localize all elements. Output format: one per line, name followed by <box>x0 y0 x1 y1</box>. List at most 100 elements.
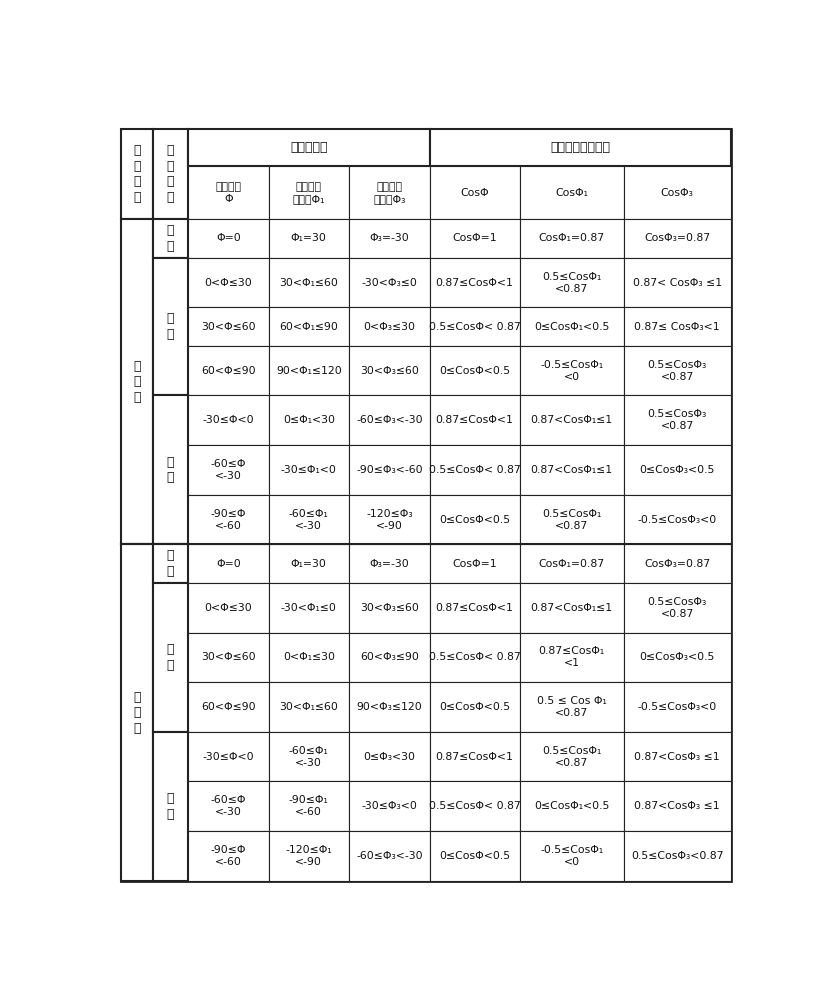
Text: -0.5≤CosΦ₃<0: -0.5≤CosΦ₃<0 <box>637 515 717 525</box>
Text: 0.5≤CosΦ₃
<0.87: 0.5≤CosΦ₃ <0.87 <box>647 409 707 431</box>
Text: 0.5≤CosΦ₃<0.87: 0.5≤CosΦ₃<0.87 <box>631 851 724 861</box>
Bar <box>349 544 430 583</box>
Bar <box>520 831 623 881</box>
Text: 功率因数（力率）: 功率因数（力率） <box>550 141 610 154</box>
Text: Φ₁=30: Φ₁=30 <box>291 233 327 243</box>
Bar <box>349 583 430 633</box>
Text: 0.87<CosΦ₃ ≤1: 0.87<CosΦ₃ ≤1 <box>634 801 720 811</box>
Text: -120≤Φ₃
<-90: -120≤Φ₃ <-90 <box>366 509 413 531</box>
Text: Φ=0: Φ=0 <box>216 233 241 243</box>
Text: 60<Φ≤90: 60<Φ≤90 <box>201 366 256 376</box>
Bar <box>430 219 520 258</box>
Text: Φ₃=-30: Φ₃=-30 <box>370 233 409 243</box>
Text: -0.5≤CosΦ₁
<0: -0.5≤CosΦ₁ <0 <box>540 360 603 382</box>
Text: 0≤CosΦ₃<0.5: 0≤CosΦ₃<0.5 <box>640 652 715 662</box>
Text: 容
性: 容 性 <box>166 456 174 484</box>
Bar <box>349 682 430 732</box>
Text: Φ₃=-30: Φ₃=-30 <box>370 559 409 569</box>
Text: CosΦ₁=0.87: CosΦ₁=0.87 <box>538 559 605 569</box>
Text: 0≤CosΦ<0.5: 0≤CosΦ<0.5 <box>439 851 510 861</box>
Bar <box>430 732 520 781</box>
Text: 0.5≤CosΦ₁
<0.87: 0.5≤CosΦ₁ <0.87 <box>542 746 602 768</box>
Bar <box>188 831 268 881</box>
Text: -30<Φ₁≤0: -30<Φ₁≤0 <box>281 603 337 613</box>
Bar <box>153 258 188 395</box>
Bar <box>188 445 268 495</box>
Bar <box>430 307 520 346</box>
Bar <box>623 831 730 881</box>
Bar <box>188 495 268 544</box>
Text: 第２元件
相位角Φ₃: 第２元件 相位角Φ₃ <box>373 182 406 204</box>
Bar <box>623 495 730 544</box>
Bar <box>188 129 430 166</box>
Bar <box>268 495 349 544</box>
Bar <box>268 219 349 258</box>
Text: 0<Φ₁≤30: 0<Φ₁≤30 <box>283 652 335 662</box>
Bar <box>188 166 268 219</box>
Text: -30≤Φ<0: -30≤Φ<0 <box>203 752 254 762</box>
Text: 0.87≤CosΦ₁
<1: 0.87≤CosΦ₁ <1 <box>538 646 605 668</box>
Text: 第１元件
相位角Φ₁: 第１元件 相位角Φ₁ <box>293 182 325 204</box>
Bar <box>268 166 349 219</box>
Text: 0≤Φ₃<30: 0≤Φ₃<30 <box>363 752 416 762</box>
Bar <box>349 346 430 395</box>
Text: 0≤CosΦ₃<0.5: 0≤CosΦ₃<0.5 <box>640 465 715 475</box>
Bar <box>520 166 623 219</box>
Bar <box>430 258 520 307</box>
Bar <box>121 219 153 544</box>
Bar <box>623 258 730 307</box>
Text: 阻
性: 阻 性 <box>166 549 174 578</box>
Bar <box>268 346 349 395</box>
Bar <box>520 307 623 346</box>
Bar <box>188 544 268 583</box>
Bar <box>349 219 430 258</box>
Text: -0.5≤CosΦ₃<0: -0.5≤CosΦ₃<0 <box>637 702 717 712</box>
Bar <box>268 544 349 583</box>
Bar <box>520 544 623 583</box>
Text: 30<Φ₃≤60: 30<Φ₃≤60 <box>360 366 419 376</box>
Text: -0.5≤CosΦ₁
<0: -0.5≤CosΦ₁ <0 <box>540 845 603 867</box>
Text: -90≤Φ
<-60: -90≤Φ <-60 <box>210 509 246 531</box>
Text: 0≤Φ₁<30: 0≤Φ₁<30 <box>283 415 335 425</box>
Text: 0.5≤CosΦ< 0.87: 0.5≤CosΦ< 0.87 <box>429 322 520 332</box>
Bar <box>188 219 268 258</box>
Bar <box>623 395 730 445</box>
Text: 0.5≤CosΦ₃
<0.87: 0.5≤CosΦ₃ <0.87 <box>647 360 707 382</box>
Text: -60≤Φ₁
<-30: -60≤Φ₁ <-30 <box>289 746 328 768</box>
Bar <box>349 395 430 445</box>
Text: -90≤Φ
<-60: -90≤Φ <-60 <box>210 845 246 867</box>
Text: -30≤Φ₁<0: -30≤Φ₁<0 <box>281 465 337 475</box>
Bar <box>430 583 520 633</box>
Text: 0.5≤CosΦ< 0.87: 0.5≤CosΦ< 0.87 <box>429 652 520 662</box>
Bar <box>623 307 730 346</box>
Bar <box>430 633 520 682</box>
Text: CosΦ=1: CosΦ=1 <box>452 559 497 569</box>
Bar <box>623 544 730 583</box>
Text: 0≤CosΦ<0.5: 0≤CosΦ<0.5 <box>439 702 510 712</box>
Bar <box>520 732 623 781</box>
Text: -30≤Φ₃<0: -30≤Φ₃<0 <box>361 801 417 811</box>
Text: 容
性: 容 性 <box>166 792 174 821</box>
Bar <box>430 395 520 445</box>
Text: CosΦ: CosΦ <box>460 188 489 198</box>
Text: 功率因数角: 功率因数角 <box>290 141 327 154</box>
Bar <box>188 258 268 307</box>
Bar <box>153 395 188 544</box>
Bar <box>268 781 349 831</box>
Text: Φ=0: Φ=0 <box>216 559 241 569</box>
Bar <box>349 732 430 781</box>
Bar <box>349 781 430 831</box>
Bar <box>188 781 268 831</box>
Text: CosΦ₃=0.87: CosΦ₃=0.87 <box>644 559 711 569</box>
Bar <box>349 307 430 346</box>
Bar <box>623 682 730 732</box>
Bar <box>268 395 349 445</box>
Bar <box>430 166 520 219</box>
Bar <box>623 219 730 258</box>
Bar <box>268 445 349 495</box>
Text: 0<Φ≤30: 0<Φ≤30 <box>204 603 252 613</box>
Text: -30<Φ₃≤0: -30<Φ₃≤0 <box>361 278 417 288</box>
Bar <box>153 732 188 881</box>
Bar <box>520 583 623 633</box>
Text: 0.87<CosΦ₁≤1: 0.87<CosΦ₁≤1 <box>531 415 612 425</box>
